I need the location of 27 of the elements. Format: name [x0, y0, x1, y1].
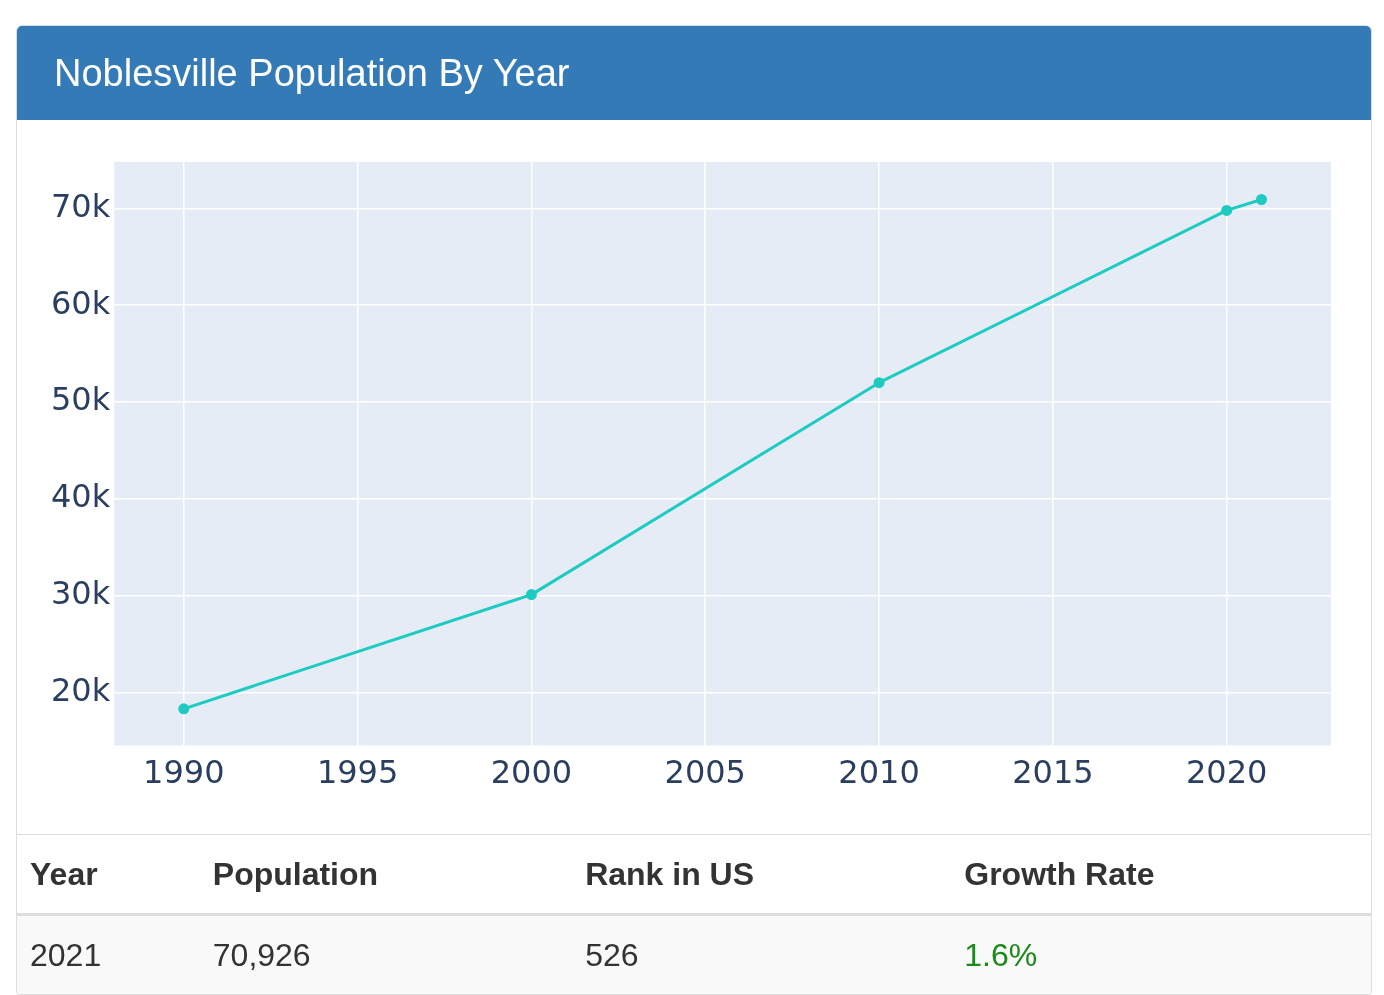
x-tick-label: 2010	[838, 753, 920, 792]
point	[1221, 204, 1233, 216]
x-tick-label: 1990	[143, 753, 225, 792]
x-tick-label: 1995	[316, 753, 399, 792]
text: 1.6%	[951, 914, 1371, 995]
point	[525, 589, 537, 601]
y-tick-label: 50k	[51, 380, 111, 419]
text: Rank in US	[572, 834, 952, 915]
text: Growth Rate	[951, 834, 1371, 915]
y-tick-label: 20k	[51, 670, 111, 709]
text: 526	[572, 914, 952, 995]
point	[1255, 193, 1267, 205]
point	[178, 703, 190, 715]
x-tick-label: 2015	[1012, 753, 1094, 792]
y-tick-label: 70k	[51, 186, 111, 225]
text: Year	[17, 834, 200, 915]
y-tick-label: 40k	[51, 477, 111, 516]
x-tick-label: 2000	[490, 753, 573, 792]
point	[873, 377, 885, 389]
chart-title: Noblesville Population By Year	[17, 26, 1371, 120]
x-tick-label: 2005	[664, 753, 746, 792]
y-tick-label: 30k	[51, 573, 111, 612]
text: Population	[199, 834, 573, 915]
x-tick-label: 2020	[1185, 753, 1268, 792]
text: 70,926	[199, 914, 573, 995]
text: 2021	[17, 914, 200, 995]
y-tick-label: 60k	[51, 283, 111, 322]
